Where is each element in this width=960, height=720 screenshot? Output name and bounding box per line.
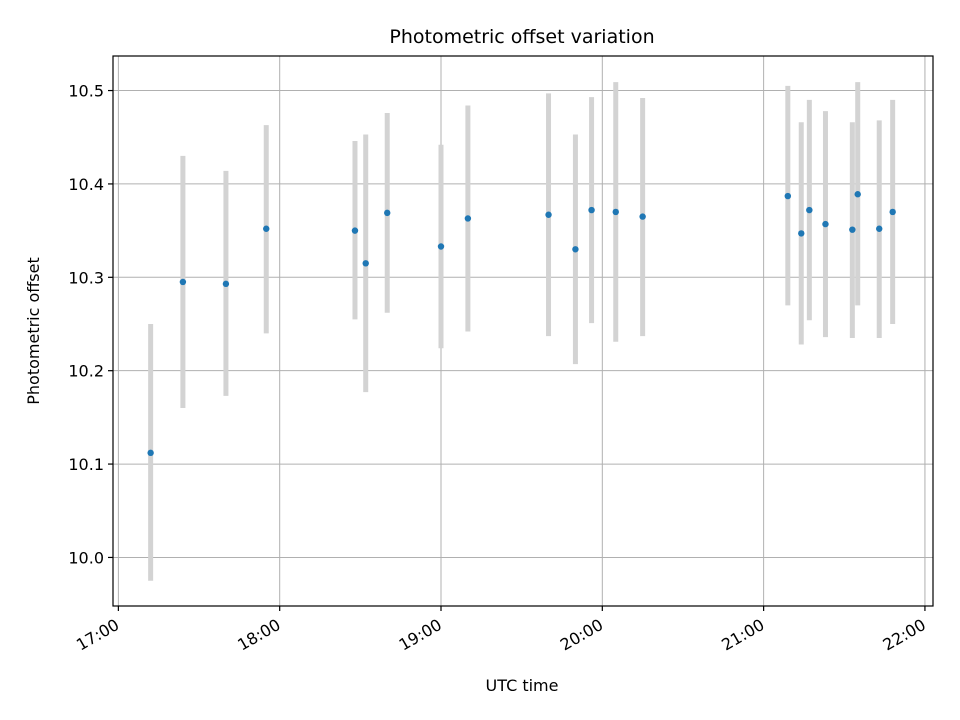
y-tick-label: 10.0 [68,548,104,567]
data-point [849,226,856,233]
data-point [437,243,445,250]
data-point [464,215,472,222]
data-point [147,449,154,457]
y-axis-ticks: 10.0 10.1 10.2 10.3 10.4 10.5 [68,82,113,567]
data-point [362,260,369,267]
plot-frame [112,55,934,607]
data-point [806,206,813,214]
data-point [612,208,619,216]
x-axis-label: UTC time [486,676,559,695]
data-point [854,191,861,198]
data-point [588,206,595,214]
y-tick-label: 10.2 [68,362,104,381]
data-point [351,227,359,234]
data-point [222,280,230,288]
data-point [263,225,270,232]
y-tick-label: 10.4 [68,175,104,194]
y-axis-label: Photometric offset [24,257,43,405]
data-point [639,213,646,220]
data-point [798,230,805,237]
data-point [179,278,187,286]
data-point [384,209,391,217]
data-point [545,211,552,218]
chart-title: Photometric offset variation [389,26,654,48]
data-points [147,191,896,457]
data-point [876,225,883,232]
y-tick-label: 10.3 [68,268,104,287]
data-point [822,220,829,228]
y-tick-label: 10.1 [68,455,104,474]
data-point [889,208,896,216]
data-point [572,246,579,253]
y-tick-label: 10.5 [68,82,104,101]
data-point [784,192,792,200]
